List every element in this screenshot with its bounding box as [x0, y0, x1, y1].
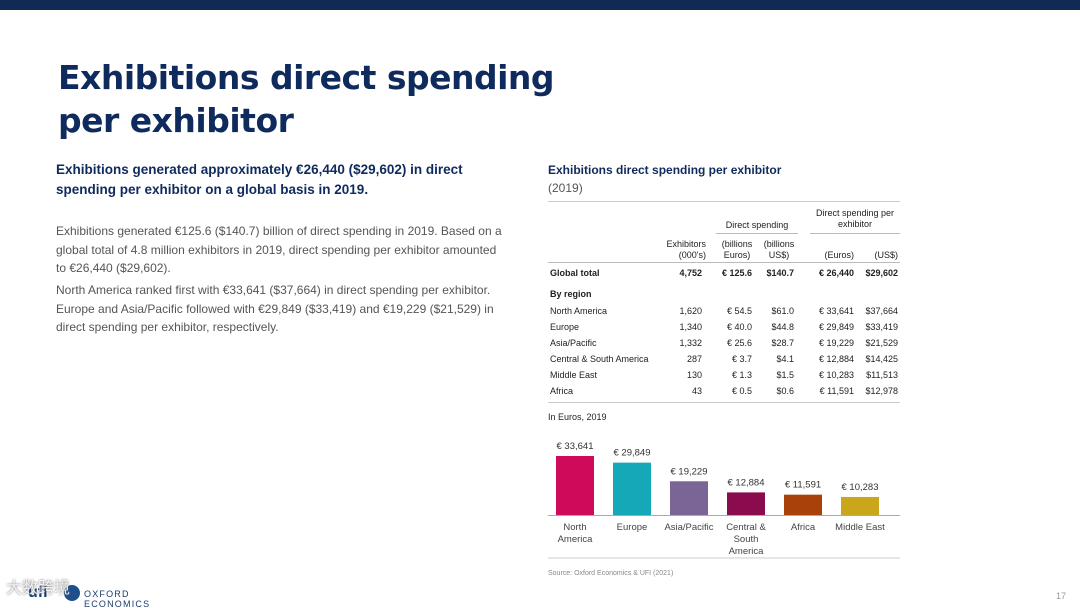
cell-exhibitors: 1,340 [679, 322, 702, 332]
watermark: 大数跨境 [6, 578, 71, 597]
cell-usd: $21,529 [865, 338, 898, 348]
cell-euros: € 26,440 [818, 268, 854, 278]
body-paragraph-2: North America ranked first with €33,641 … [56, 283, 494, 334]
header-usd: (US$) [874, 250, 898, 260]
row-label: North America [550, 306, 608, 316]
oxford-economics-mark-icon [64, 585, 80, 601]
cell-billions-usd: $1.5 [776, 370, 794, 380]
oxford-economics-logo: OXFORD ECONOMICS [84, 589, 151, 608]
category-tick-label: North [563, 522, 586, 533]
cell-euros: € 11,591 [819, 386, 854, 396]
bar [784, 494, 822, 515]
bar [727, 492, 765, 515]
cell-exhibitors: 130 [686, 370, 702, 380]
cell-billions-usd: $28.7 [771, 338, 794, 348]
category-tick-label: Central & [726, 522, 766, 533]
cell-billions-usd: $61.0 [771, 306, 794, 316]
bar-value-label: € 33,641 [557, 441, 594, 452]
bar-value-label: € 12,884 [728, 477, 765, 488]
bar [556, 456, 594, 515]
cell-usd: $37,664 [865, 306, 898, 316]
cell-usd: $29,602 [865, 268, 898, 278]
cell-billions-euros: € 125.6 [721, 268, 752, 278]
cell-euros: € 29,849 [818, 322, 854, 332]
header-billions-euros: (billions Euros) [721, 239, 753, 260]
header-euros: (Euros) [824, 250, 854, 260]
source-note: Source: Oxford Economics & UFI (2021) [548, 570, 674, 577]
cell-billions-euros: € 54.5 [726, 306, 752, 316]
exhibit-title: Exhibitions direct spending per exhibito… [548, 163, 782, 177]
cell-exhibitors: 4,752 [679, 268, 702, 278]
category-tick-label: Africa [791, 522, 816, 533]
row-label: Asia/Pacific [550, 338, 597, 348]
bar [841, 496, 879, 515]
body-paragraph-1: Exhibitions generated €125.6 ($140.7) bi… [56, 224, 502, 275]
cell-euros: € 33,641 [818, 306, 854, 316]
bar-value-label: € 11,591 [785, 480, 821, 491]
category-tick-label: Europe [617, 522, 648, 533]
exhibit-year: (2019) [548, 181, 583, 195]
header-divider [548, 262, 900, 263]
cell-billions-usd: $44.8 [771, 322, 794, 332]
cell-exhibitors: 43 [691, 386, 702, 396]
cell-usd: $14,425 [865, 354, 898, 364]
cell-billions-usd: $0.6 [776, 386, 794, 396]
cell-exhibitors: 1,620 [679, 306, 702, 316]
footer-logos: ufi OXFORD ECONOMICS 大数跨境 [6, 578, 196, 608]
lead-summary: Exhibitions generated approximately €26,… [56, 162, 463, 197]
cell-billions-euros: € 0.5 [731, 386, 752, 396]
cell-euros: € 12,884 [818, 354, 854, 364]
cell-usd: $11,513 [866, 370, 898, 380]
category-tick-label: Middle East [835, 522, 885, 533]
page-number: 17 [1056, 591, 1067, 601]
bar [613, 462, 651, 515]
cell-usd: $12,978 [865, 386, 898, 396]
spending-table: Direct spending Direct spending per exhi… [548, 201, 900, 403]
chart-label: In Euros, 2019 [548, 412, 607, 422]
ufi-logo: ufi [28, 584, 48, 601]
cell-billions-usd: $140.7 [766, 268, 794, 278]
row-label: Global total [550, 268, 600, 278]
cell-exhibitors: 1,332 [679, 338, 702, 348]
cell-euros: € 10,283 [818, 370, 854, 380]
row-label: Europe [550, 322, 580, 332]
cell-usd: $33,419 [865, 322, 898, 332]
section-by-region: By region [550, 289, 592, 299]
header-rule [716, 233, 798, 234]
header-rule [810, 233, 900, 234]
top-banner [0, 0, 1080, 10]
bar-value-label: € 19,229 [671, 466, 708, 477]
row-label: Central & South America [550, 354, 649, 364]
category-tick-label: America [729, 546, 765, 557]
row-label: Middle East [550, 370, 598, 380]
header-direct-spending: Direct spending [725, 220, 789, 230]
header-billions-usd: (billions US$) [763, 239, 795, 260]
page-title: Exhibitions direct spending per exhibito… [58, 58, 555, 140]
bar [670, 481, 708, 515]
category-tick-label: South [734, 534, 759, 545]
header-direct-spending-per-exhibitor: Direct spending per exhibitor [815, 208, 895, 229]
bar-value-label: € 10,283 [842, 482, 879, 493]
cell-billions-euros: € 1.3 [731, 370, 752, 380]
cell-billions-euros: € 3.7 [731, 354, 752, 364]
cell-euros: € 19,229 [818, 338, 854, 348]
cell-exhibitors: 287 [686, 354, 702, 364]
cell-billions-usd: $4.1 [776, 354, 794, 364]
cell-billions-euros: € 25.6 [726, 338, 752, 348]
category-tick-label: Asia/Pacific [664, 522, 713, 533]
category-tick-label: America [558, 534, 594, 545]
cell-billions-euros: € 40.0 [726, 322, 752, 332]
bar-value-label: € 29,849 [614, 448, 651, 459]
row-label: Africa [550, 386, 574, 396]
header-exhibitors: Exhibitors (000's) [666, 239, 706, 260]
